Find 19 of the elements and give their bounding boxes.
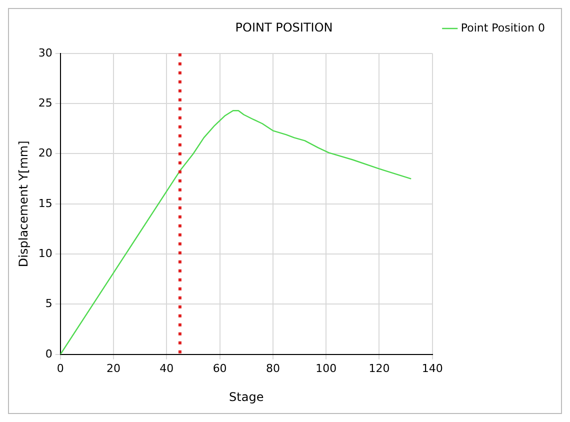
x-tick-label: 140 (422, 362, 443, 375)
x-axis-title: Stage (229, 390, 264, 404)
x-tick-label: 60 (212, 362, 227, 375)
chart-title: POINT POSITION (235, 20, 333, 34)
x-tick-label: 120 (368, 362, 390, 375)
y-tick-label: 10 (38, 246, 52, 260)
y-tick-label: 30 (38, 46, 52, 60)
legend-label: Point Position 0 (460, 21, 546, 34)
y-tick-label: 20 (38, 146, 52, 160)
y-tick-label: 15 (38, 196, 52, 210)
y-tick-label: 5 (45, 297, 52, 310)
y-axis-title: Displacement Y[mm] (16, 140, 30, 268)
x-tick-label: 0 (56, 362, 64, 375)
x-tick-label: 100 (316, 362, 337, 375)
y-tick-label: 25 (38, 96, 52, 110)
x-tick-label: 40 (160, 362, 174, 375)
y-tick-label: 0 (45, 347, 52, 360)
x-tick-label: 80 (266, 362, 280, 375)
x-tick-label: 20 (106, 362, 121, 375)
